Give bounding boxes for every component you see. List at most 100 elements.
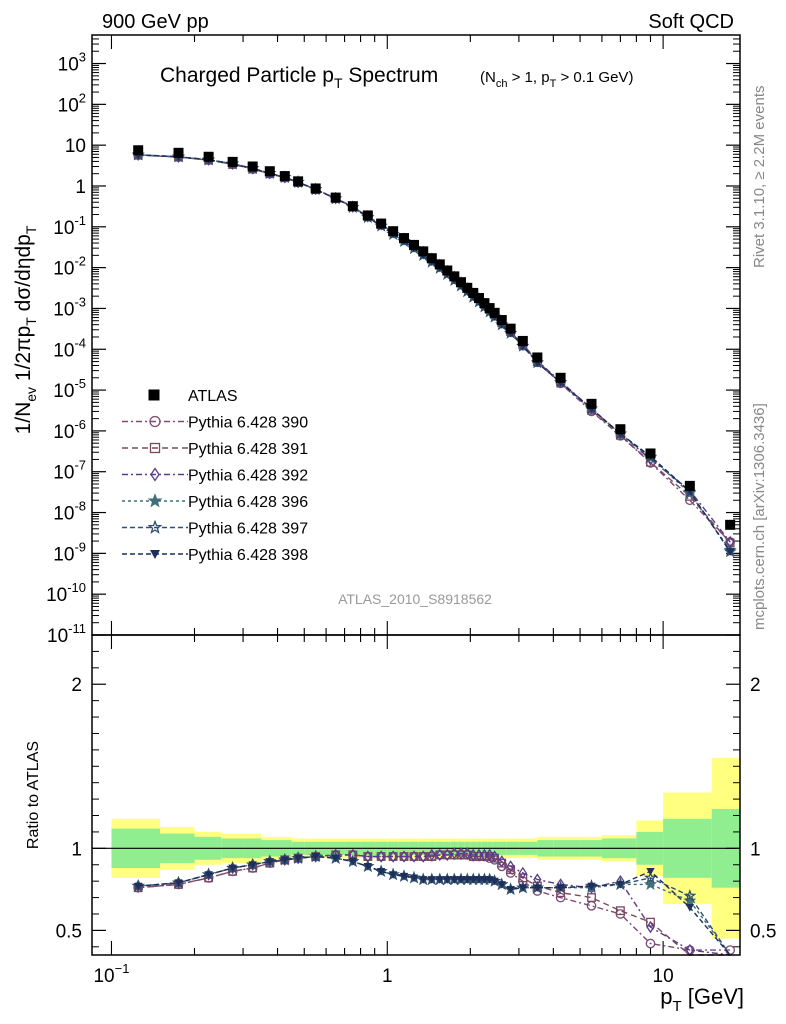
y-tick-label: 10-5	[53, 376, 86, 402]
data-point	[725, 548, 735, 556]
series-line	[138, 154, 731, 544]
atlas-point	[388, 226, 399, 237]
atlas-point	[645, 448, 656, 459]
main-frame	[91, 34, 741, 636]
ratio-point	[450, 876, 459, 884]
y-tick-label: 10-3	[53, 294, 86, 320]
ratio-point	[311, 853, 320, 861]
y-tick-label: 10-10	[46, 580, 86, 606]
y-tick-label: 10-9	[53, 539, 86, 565]
y-tick-label: 102	[58, 90, 86, 116]
legend-label: ATLAS	[188, 388, 238, 405]
x-tick-label: 10−1	[93, 961, 129, 987]
main-panel: 10-1110-1010-910-810-710-610-510-410-310…	[12, 34, 741, 647]
atlas-point	[434, 259, 445, 270]
ratio-point	[443, 876, 452, 884]
ratio-point	[133, 882, 143, 891]
ratio-point	[533, 884, 542, 892]
y-tick-label: 1	[75, 177, 86, 198]
ratio-tick-label: 0.5	[56, 921, 82, 942]
atlas-point	[247, 161, 258, 172]
atlas-point	[347, 201, 358, 212]
atlas-point	[227, 156, 238, 167]
atlas-point	[555, 372, 566, 383]
ratio-panel: 0.5 0.5 1 1 2 2 Ratio to ATLAS	[25, 634, 776, 957]
ratio-point	[419, 876, 428, 884]
atlas-point	[473, 293, 484, 304]
atlas-point	[532, 352, 543, 363]
watermark: ATLAS_2010_S8918562	[338, 591, 492, 607]
atlas-point	[173, 147, 184, 158]
legend: ATLAS Pythia 6.428 390 Pythia 6.428 391 Pyt…	[122, 388, 308, 564]
ratio-point	[587, 882, 596, 891]
ratio-point	[490, 850, 499, 863]
atlas-point	[449, 271, 460, 282]
ratio-point	[427, 876, 436, 884]
ratio-tick-label-right: 2	[750, 675, 761, 696]
ratio-point	[331, 854, 340, 863]
ratio-point	[646, 867, 655, 876]
ratio-point	[463, 876, 472, 884]
legend-marker	[150, 467, 160, 482]
ratio-point	[443, 848, 452, 862]
ratio-point	[643, 870, 658, 884]
atlas-point	[310, 183, 321, 194]
y-tick-label: 10-8	[53, 499, 86, 525]
ratio-point	[506, 860, 515, 873]
legend-marker	[147, 519, 163, 534]
atlas-point	[684, 480, 695, 491]
chart-title: Charged Particle pT Spectrum	[160, 64, 438, 91]
atlas-point	[426, 253, 437, 264]
legend-label: Pythia 6.428 391	[188, 441, 308, 458]
ratio-point	[485, 848, 494, 862]
ratio-point	[174, 879, 183, 887]
ratio-point	[456, 847, 466, 860]
atlas-point	[399, 233, 410, 244]
ratio-point	[388, 871, 398, 879]
ratio-point	[683, 893, 697, 907]
ratio-point	[388, 850, 398, 863]
ratio-point	[490, 877, 499, 886]
ratio-point	[646, 920, 655, 934]
y-tick-label: 10	[65, 136, 86, 157]
ratio-point	[248, 861, 257, 869]
atlas-point	[468, 287, 479, 298]
ratio-point	[683, 889, 697, 902]
atlas-point	[462, 282, 473, 293]
atlas-point	[418, 246, 429, 257]
atlas-point	[203, 151, 214, 162]
atlas-point	[586, 398, 597, 409]
atlas-point	[505, 323, 516, 334]
legend-marker	[147, 493, 163, 508]
ratio-point	[518, 866, 527, 880]
atlas-point	[376, 218, 387, 229]
ratio-tick-label-right: 0.5	[750, 921, 776, 942]
ratio-frame	[91, 634, 741, 956]
ratio-point	[456, 876, 466, 884]
ratio-point	[469, 876, 478, 884]
x-axis-label: pT [GeV]	[660, 984, 744, 1015]
legend-marker	[150, 550, 160, 559]
ratio-point	[450, 847, 459, 860]
legend-label: Pythia 6.428 398	[188, 547, 308, 564]
legend-marker	[149, 442, 161, 454]
y-tick-label: 10-11	[47, 621, 86, 647]
series-line	[138, 154, 731, 551]
atlas-point	[264, 166, 275, 177]
ratio-point	[409, 874, 419, 883]
legend-label: Pythia 6.428 392	[188, 468, 308, 485]
ratio-point	[377, 850, 386, 863]
ratio-point	[469, 848, 478, 862]
ratio-tick-label-right: 1	[750, 839, 761, 860]
header-right: Soft QCD	[648, 11, 734, 33]
atlas-point	[442, 265, 453, 276]
ratio-point	[474, 876, 484, 884]
ratio-point	[556, 884, 565, 892]
y-tick-label: 10-6	[53, 417, 86, 443]
ratio-point	[265, 858, 274, 866]
x-tick-label: 10	[653, 966, 674, 987]
y-tick-label: 103	[58, 50, 86, 76]
atlas-point	[293, 176, 304, 187]
atlas-point	[330, 192, 341, 203]
